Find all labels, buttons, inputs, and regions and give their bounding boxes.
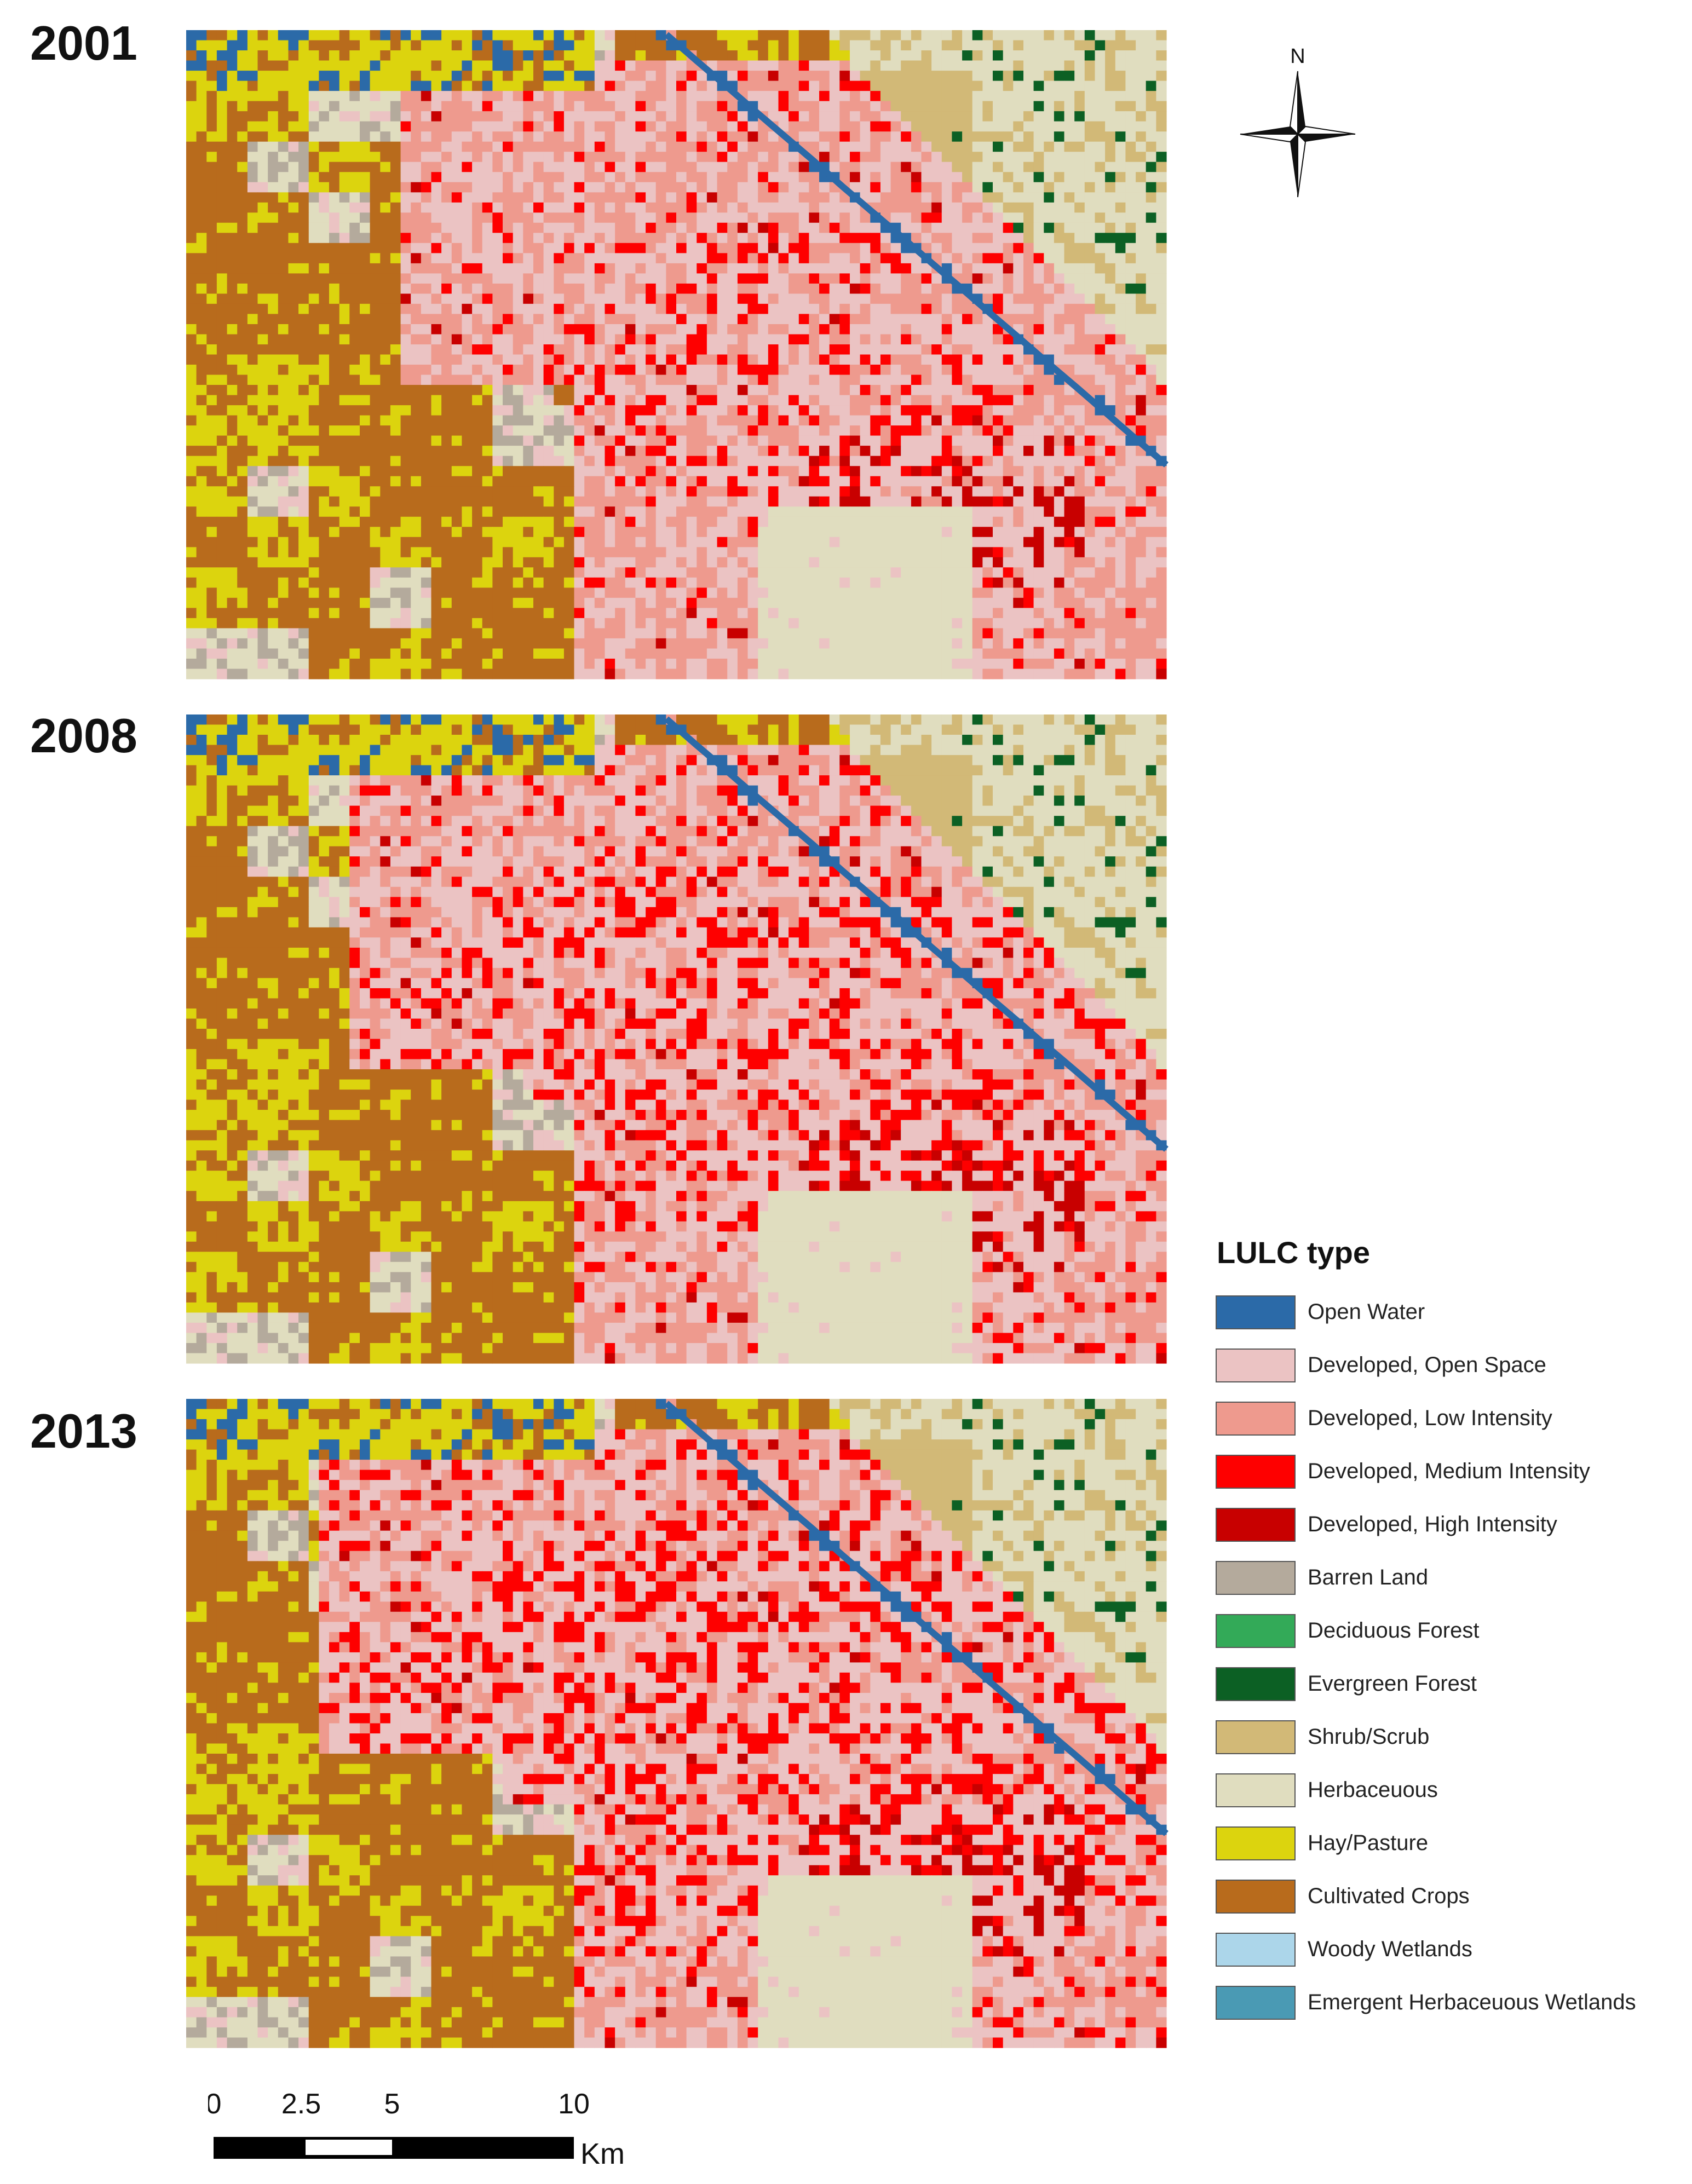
legend-item: Herbaceuous: [1216, 1764, 1681, 1817]
legend-label: Cultivated Crops: [1308, 1884, 1470, 1908]
legend-item: Woody Wetlands: [1216, 1923, 1681, 1976]
legend-item: Shrub/Scrub: [1216, 1710, 1681, 1764]
legend-label: Deciduous Forest: [1308, 1618, 1480, 1643]
compass-rose-icon: N: [1240, 45, 1356, 198]
map-panel-2001: [186, 30, 1169, 679]
legend-item: Developed, Open Space: [1216, 1339, 1681, 1392]
legend-swatch: [1216, 1560, 1296, 1595]
legend-label: Developed, Low Intensity: [1308, 1406, 1552, 1430]
legend-item: Deciduous Forest: [1216, 1604, 1681, 1657]
legend-title: LULC type: [1217, 1235, 1370, 1270]
legend-item: Hay/Pasture: [1216, 1817, 1681, 1870]
legend: LULC type Open Water Developed, Open Spac…: [1216, 1235, 1681, 2029]
legend-label: Emergent Herbaceuous Wetlands: [1308, 1990, 1636, 2014]
legend-swatch: [1216, 1667, 1296, 1701]
legend-swatch: [1216, 1507, 1296, 1542]
legend-items: Open Water Developed, Open Space Developed…: [1216, 1286, 1681, 2029]
legend-swatch: [1216, 1985, 1296, 2020]
legend-swatch: [1216, 1720, 1296, 1754]
legend-swatch: [1216, 1826, 1296, 1860]
legend-swatch: [1216, 1348, 1296, 1382]
scale-tick-2-5: 2.5: [281, 2088, 321, 2120]
scale-tick-10: 10: [558, 2088, 590, 2120]
legend-label: Herbaceuous: [1308, 1778, 1438, 1802]
north-label: N: [1290, 45, 1305, 68]
legend-label: Developed, Open Space: [1308, 1353, 1546, 1377]
legend-swatch: [1216, 1613, 1296, 1648]
scale-tick-5: 5: [384, 2088, 400, 2120]
legend-item: Barren Land: [1216, 1551, 1681, 1604]
legend-label: Open Water: [1308, 1300, 1425, 1324]
legend-swatch: [1216, 1401, 1296, 1436]
legend-label: Woody Wetlands: [1308, 1937, 1472, 1961]
legend-label: Developed, High Intensity: [1308, 1512, 1557, 1536]
legend-swatch: [1216, 1879, 1296, 1914]
legend-item: Emergent Herbaceuous Wetlands: [1216, 1976, 1681, 2029]
north-arrow: N: [1232, 38, 1363, 203]
year-label-2013: 2013: [30, 1404, 137, 1458]
legend-swatch: [1216, 1454, 1296, 1489]
scale-bar: 0 2.5 5 10 Km: [206, 2081, 668, 2174]
legend-label: Barren Land: [1308, 1565, 1429, 1589]
legend-item: Open Water: [1216, 1286, 1681, 1339]
map-panel-2013: [186, 1399, 1169, 2048]
legend-item: Developed, Low Intensity: [1216, 1392, 1681, 1445]
legend-label: Developed, Medium Intensity: [1308, 1459, 1590, 1483]
year-label-2008: 2008: [30, 708, 137, 763]
map-panel-2008: [186, 714, 1169, 1364]
legend-label: Shrub/Scrub: [1308, 1725, 1430, 1749]
legend-swatch: [1216, 1932, 1296, 1967]
legend-swatch: [1216, 1295, 1296, 1329]
year-label-2001: 2001: [30, 16, 137, 70]
legend-item: Evergreen Forest: [1216, 1657, 1681, 1710]
legend-swatch: [1216, 1773, 1296, 1807]
legend-label: Hay/Pasture: [1308, 1831, 1429, 1855]
scale-tick-0: 0: [208, 2088, 221, 2120]
legend-label: Evergreen Forest: [1308, 1672, 1477, 1696]
legend-item: Cultivated Crops: [1216, 1870, 1681, 1923]
scale-unit: Km: [580, 2137, 625, 2170]
legend-item: Developed, Medium Intensity: [1216, 1445, 1681, 1498]
legend-item: Developed, High Intensity: [1216, 1498, 1681, 1551]
